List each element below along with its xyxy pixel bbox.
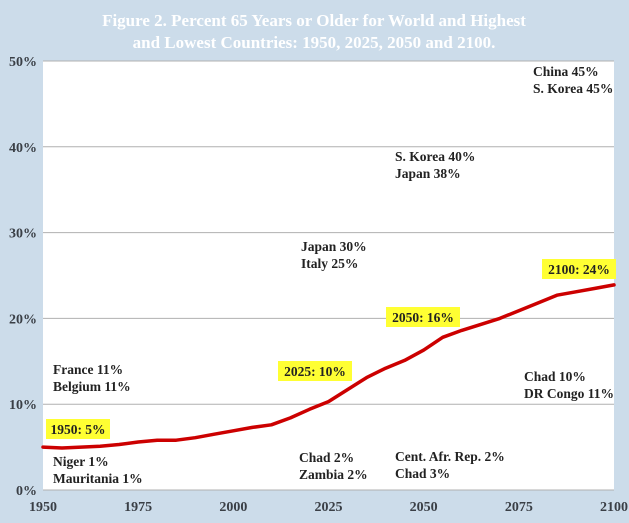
annotation-text: Chad 3% xyxy=(395,466,450,481)
highlight-text: 2025: 10% xyxy=(284,364,346,379)
annotation-text: Chad 2% xyxy=(299,450,354,465)
highlight-box xyxy=(46,419,110,439)
annotation-text: Belgium 11% xyxy=(53,379,131,394)
series-line xyxy=(41,283,616,450)
annotation-text: Italy 25% xyxy=(301,256,358,271)
annotation-text: Niger 1% xyxy=(53,454,109,469)
x-tick-label: 2100 xyxy=(600,500,628,515)
y-tick-label: 50% xyxy=(9,55,37,70)
highlight-box xyxy=(386,307,460,327)
highlight-text: 1950: 5% xyxy=(50,422,105,437)
annotation-text: Japan 38% xyxy=(395,166,461,181)
chart-title-line-1: Figure 2. Percent 65 Years or Older for … xyxy=(102,11,526,30)
annotation-text: Cent. Afr. Rep. 2% xyxy=(395,449,505,464)
plot-area xyxy=(43,61,614,490)
highlight-box xyxy=(542,259,616,279)
highlight-text: 2100: 24% xyxy=(548,262,610,277)
highlight-label: 2050: 16% xyxy=(386,307,460,327)
annotation-text: Chad 10% xyxy=(524,369,586,384)
y-tick-label: 10% xyxy=(9,398,37,413)
annotation-text: S. Korea 45% xyxy=(533,81,613,96)
x-tick-label: 2075 xyxy=(505,500,533,515)
y-tick-label: 20% xyxy=(9,312,37,327)
annotation-text: Japan 30% xyxy=(301,239,367,254)
annotation-text: France 11% xyxy=(53,362,123,377)
x-tick-label: 2000 xyxy=(219,500,247,515)
chart-title-line-2: and Lowest Countries: 1950, 2025, 2050 a… xyxy=(133,33,496,52)
y-tick-label: 40% xyxy=(9,141,37,156)
x-tick-label: 2025 xyxy=(315,500,343,515)
y-tick-label: 0% xyxy=(16,484,37,499)
annotation-text: S. Korea 40% xyxy=(395,149,475,164)
highlight-label: 2025: 10% xyxy=(278,361,352,381)
x-tick-label: 1975 xyxy=(124,500,152,515)
x-tick-label: 1950 xyxy=(29,500,57,515)
highlight-text: 2050: 16% xyxy=(392,310,454,325)
highlight-box xyxy=(278,361,352,381)
y-tick-label: 30% xyxy=(9,227,37,242)
annotation-text: DR Congo 11% xyxy=(524,386,614,401)
annotation-text: Zambia 2% xyxy=(299,467,368,482)
highlight-label: 1950: 5% xyxy=(46,419,110,439)
highlight-label: 2100: 24% xyxy=(542,259,616,279)
annotation-text: China 45% xyxy=(533,64,599,79)
annotation-text: Mauritania 1% xyxy=(53,471,143,486)
x-tick-label: 2050 xyxy=(410,500,438,515)
